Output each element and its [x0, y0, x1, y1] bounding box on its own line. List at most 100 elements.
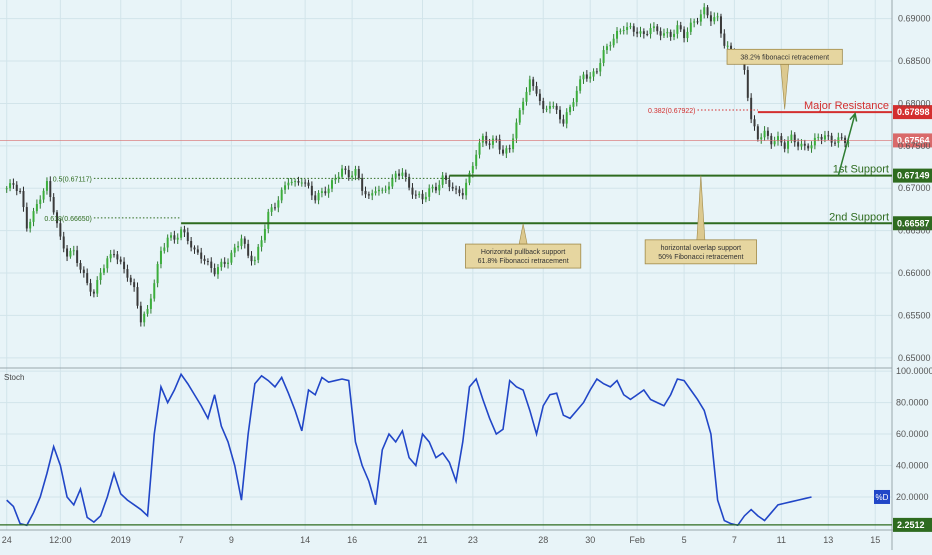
candle-body [626, 26, 629, 31]
candle-body [723, 33, 726, 46]
candle-body [525, 91, 528, 102]
candle-body [662, 33, 665, 36]
candle-body [133, 282, 136, 288]
candle-body [807, 145, 810, 149]
candle-body [280, 189, 283, 201]
candle-body [364, 190, 367, 195]
candle-body [595, 71, 598, 73]
callout-text: Horizontal pullback support [481, 249, 565, 256]
candle-body [538, 93, 541, 101]
candle-body [589, 76, 592, 79]
candle-body [780, 136, 783, 143]
candle-body [257, 246, 260, 260]
price-tick-label: 0.66000 [898, 268, 931, 278]
candle-body [82, 269, 85, 274]
candle-body [475, 154, 478, 166]
candle-body [337, 176, 340, 179]
candle-body [284, 185, 287, 190]
stoch-level-tag [893, 517, 932, 532]
candle-body [709, 15, 712, 22]
candle-body [753, 119, 756, 127]
candle-body [800, 143, 803, 147]
candle-body [445, 175, 447, 181]
candle-body [823, 135, 826, 140]
candle-body [555, 105, 558, 110]
arrow-head [849, 111, 858, 122]
candle-body [237, 245, 240, 248]
candle-body [559, 109, 562, 120]
time-tick-label: 2019 [111, 535, 131, 545]
candle-body [760, 137, 763, 140]
price-tick-label: 0.68500 [898, 56, 931, 66]
candle-body [220, 261, 223, 268]
level-value-tag [893, 168, 932, 183]
candle-body [847, 142, 850, 144]
candle-body [163, 247, 166, 251]
candle-body [713, 17, 716, 22]
candle-body [535, 86, 538, 94]
candle-body [96, 279, 99, 294]
candle-body [461, 192, 464, 196]
candle-body [79, 263, 82, 270]
candle-body [297, 181, 300, 183]
stoch-level-tag-text: 2.2512 [897, 520, 925, 530]
level-value-tag [893, 105, 932, 120]
candle-body [263, 228, 266, 241]
candle-body [126, 269, 129, 278]
candle-body [502, 149, 505, 154]
candle-body [666, 31, 669, 34]
candle-body [260, 240, 263, 247]
candle-body [528, 79, 531, 92]
candle-body [153, 283, 156, 299]
candle-body [421, 193, 424, 200]
candle-body [25, 207, 28, 229]
candle-body [320, 191, 323, 193]
projection-arrow [837, 113, 856, 176]
candle-body [642, 31, 645, 34]
candle-body [59, 223, 62, 237]
stoch-tick-label: 80.0000 [896, 398, 929, 408]
candle-body [398, 173, 401, 176]
candle-body [247, 243, 250, 256]
candle-body [139, 305, 142, 323]
level-value-tag-text: 0.67149 [897, 171, 930, 181]
candle-body [478, 142, 481, 155]
candle-body [324, 191, 327, 194]
candle-body [216, 267, 219, 275]
time-tick-label: 11 [777, 535, 786, 545]
candle-body [186, 232, 189, 242]
price-tick-label: 0.67000 [898, 183, 931, 193]
candle-body [116, 254, 119, 260]
candle-body [840, 137, 843, 139]
callout-text: 61.8% Fibonacci retracement [478, 258, 569, 265]
stoch-d-line [6, 372, 812, 527]
candle-body [441, 175, 444, 185]
candle-body [813, 137, 816, 146]
candle-body [394, 173, 397, 178]
candle-body [508, 148, 511, 150]
candle-body [327, 188, 330, 194]
candle-body [92, 291, 95, 294]
candle-body [730, 45, 733, 52]
candle-body [290, 181, 293, 183]
candle-body [612, 38, 615, 46]
candle-body [773, 141, 776, 145]
candle-body [76, 250, 79, 264]
candle-body [750, 97, 753, 120]
candle-body [776, 136, 779, 142]
price-tick-label: 0.65000 [898, 353, 931, 363]
candle-body [582, 74, 585, 80]
candle-body [488, 143, 491, 145]
candle-body [632, 26, 635, 32]
candle-body [763, 130, 766, 138]
candle-body [240, 238, 243, 246]
candle-body [414, 194, 417, 196]
level-value-tag-text: 0.66587 [897, 218, 930, 228]
candle-body [565, 112, 568, 124]
time-tick-label: 30 [585, 535, 595, 545]
candle-body [599, 62, 602, 72]
candle-body [649, 28, 652, 35]
candle-body [317, 192, 320, 201]
